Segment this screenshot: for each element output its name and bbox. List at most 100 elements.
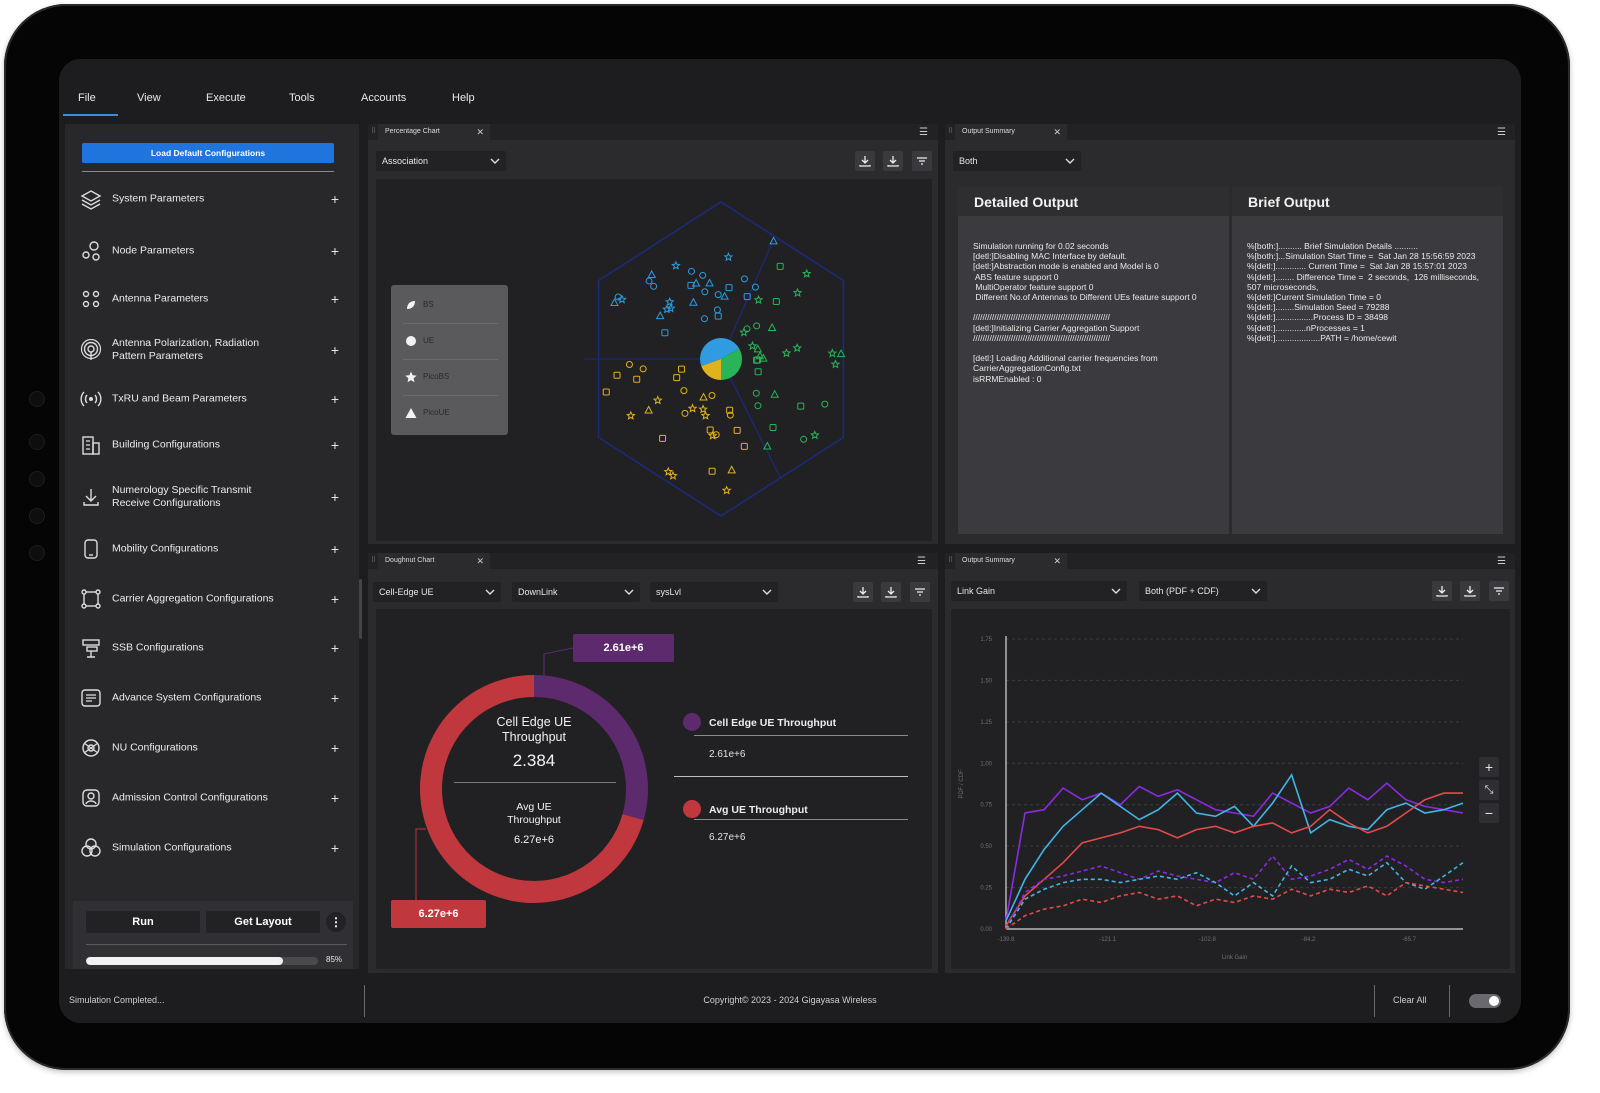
- distribution-select[interactable]: Both (PDF + CDF): [1139, 581, 1267, 601]
- legend-item-picoue[interactable]: PicoUE: [403, 395, 498, 431]
- sidebar-item-txru-and-beam-parameters[interactable]: TxRU and Beam Parameters +: [75, 384, 345, 414]
- panel-menu-icon[interactable]: ☰: [919, 127, 928, 138]
- node-marker-circle: [687, 267, 695, 275]
- circles-icon: [81, 838, 101, 857]
- download-data-button[interactable]: [883, 151, 903, 171]
- sidebar-item-admission-control-configurations[interactable]: Admission Control Configurations +: [75, 783, 345, 813]
- clear-all-button[interactable]: Clear All: [1393, 995, 1427, 1005]
- zoom-in-button[interactable]: +: [1479, 757, 1499, 777]
- drag-handle-icon[interactable]: ⠿: [371, 128, 377, 135]
- sidebar-item-label: TxRU and Beam Parameters: [112, 392, 247, 405]
- tab-output-summary[interactable]: Output Summary ✕: [955, 124, 1067, 140]
- expand-plus-icon[interactable]: +: [330, 243, 339, 259]
- panel-menu-icon[interactable]: ☰: [917, 556, 926, 567]
- sidebar-item-numerology-specific-transmit-receive-configurations[interactable]: Numerology Specific Transmit Receive Con…: [75, 482, 345, 512]
- device-dot: [29, 391, 45, 407]
- close-tab-icon[interactable]: ✕: [1053, 556, 1061, 566]
- get-layout-button[interactable]: Get Layout: [206, 911, 320, 933]
- legend-item-bs[interactable]: BS: [403, 287, 498, 324]
- menu-tools[interactable]: Tools: [289, 92, 315, 104]
- node-marker-square: [754, 368, 762, 376]
- panel-menu-icon[interactable]: ☰: [1497, 127, 1506, 138]
- sidebar-item-node-parameters[interactable]: Node Parameters +: [75, 236, 345, 266]
- expand-plus-icon[interactable]: +: [330, 840, 339, 856]
- expand-plus-icon[interactable]: +: [330, 690, 339, 706]
- sidebar-item-building-configurations[interactable]: Building Configurations +: [75, 430, 345, 460]
- expand-plus-icon[interactable]: +: [330, 790, 339, 806]
- level-select[interactable]: sysLvl: [650, 582, 778, 602]
- filter-button[interactable]: [1489, 581, 1509, 601]
- filter-icon: [1494, 587, 1504, 595]
- close-tab-icon[interactable]: ✕: [476, 127, 484, 137]
- expand-plus-icon[interactable]: +: [330, 541, 339, 557]
- filter-button[interactable]: [912, 151, 932, 171]
- sidebar-item-mobility-configurations[interactable]: Mobility Configurations +: [75, 534, 345, 564]
- legend-value-avg: 6.27e+6: [709, 832, 746, 843]
- sidebar-item-advance-system-configurations[interactable]: Advance System Configurations +: [75, 683, 345, 713]
- expand-plus-icon[interactable]: +: [330, 437, 339, 453]
- association-select[interactable]: Association: [376, 151, 506, 171]
- legend-item-ue[interactable]: UE: [403, 323, 498, 360]
- sidebar-item-antenna-parameters[interactable]: Antenna Parameters +: [75, 284, 345, 314]
- expand-plus-icon[interactable]: +: [330, 591, 339, 607]
- panel-menu-icon[interactable]: ☰: [1497, 556, 1506, 567]
- tab-strip: [945, 553, 1515, 569]
- node-marker-triangle: [720, 291, 729, 300]
- node-marker-star: [687, 403, 698, 413]
- sidebar-item-simulation-configurations[interactable]: Simulation Configurations +: [75, 833, 345, 863]
- sidebar-item-carrier-aggregation-configurations[interactable]: Carrier Aggregation Configurations +: [75, 584, 345, 614]
- download-image-button[interactable]: [853, 582, 873, 602]
- doughnut-slice[interactable]: [533, 675, 648, 821]
- metric-select[interactable]: Link Gain: [951, 581, 1127, 601]
- output-mode-select[interactable]: Both: [953, 151, 1081, 171]
- aggregation-icon: [81, 589, 101, 609]
- menu-help[interactable]: Help: [452, 92, 475, 104]
- expand-plus-icon[interactable]: +: [330, 740, 339, 756]
- sidebar-item-antenna-polarization-radiation-pattern-parameters[interactable]: Antenna Polarization, Radiation Pattern …: [75, 335, 345, 365]
- node-marker-circle: [681, 409, 689, 417]
- drag-handle-icon[interactable]: ⠿: [948, 128, 954, 135]
- more-options-icon[interactable]: ⋮: [326, 912, 346, 932]
- download-data-button[interactable]: [1460, 581, 1480, 601]
- ue-type-select[interactable]: Cell-Edge UE: [373, 582, 501, 602]
- expand-plus-icon[interactable]: +: [330, 191, 339, 207]
- download-image-button[interactable]: [855, 151, 875, 171]
- sidebar-scrollbar[interactable]: [359, 579, 362, 639]
- expand-plus-icon[interactable]: +: [330, 489, 339, 505]
- tab-output-summary[interactable]: Output Summary ✕: [955, 553, 1067, 569]
- menu-file[interactable]: File: [78, 92, 96, 104]
- expand-plus-icon[interactable]: +: [330, 640, 339, 656]
- close-tab-icon[interactable]: ✕: [1053, 127, 1061, 137]
- menu-execute[interactable]: Execute: [206, 92, 246, 104]
- sidebar-item-system-parameters[interactable]: System Parameters +: [75, 184, 345, 214]
- run-button[interactable]: Run: [86, 911, 200, 933]
- close-tab-icon[interactable]: ✕: [476, 556, 484, 566]
- drag-handle-icon[interactable]: ⠿: [948, 557, 954, 564]
- center-value: 2.384: [512, 751, 556, 770]
- theme-toggle[interactable]: [1469, 994, 1501, 1008]
- filter-button[interactable]: [910, 582, 930, 602]
- zoom-reset-button[interactable]: ⤡: [1479, 780, 1499, 800]
- node-marker-triangle: [770, 389, 780, 398]
- sidebar-item-nu-configurations[interactable]: NU Configurations +: [75, 733, 345, 763]
- drag-handle-icon[interactable]: ⠿: [371, 557, 377, 564]
- line-chart-area: 0.00 0.25 0.50 0.75 1.00 1.25 1.50 1.75 -139.8 -1…: [951, 609, 1510, 969]
- association-pie-slice: [700, 337, 740, 367]
- download-data-button[interactable]: [881, 582, 901, 602]
- menu-view[interactable]: View: [137, 92, 161, 104]
- tab-doughnut-chart[interactable]: Doughnut Chart ✕: [378, 553, 490, 569]
- load-default-configurations-button[interactable]: Load Default Configurations: [82, 143, 334, 163]
- menu-accounts[interactable]: Accounts: [361, 92, 407, 104]
- download-image-button[interactable]: [1432, 581, 1452, 601]
- link-direction-select[interactable]: DownLink: [512, 582, 640, 602]
- expand-plus-icon[interactable]: +: [330, 291, 339, 307]
- expand-plus-icon[interactable]: +: [330, 391, 339, 407]
- node-marker-star: [700, 410, 711, 420]
- legend-item-picobs[interactable]: PicoBS: [403, 359, 498, 396]
- sidebar-item-ssb-configurations[interactable]: SSB Configurations +: [75, 633, 345, 663]
- tab-percentage-chart[interactable]: Percentage Chart ✕: [378, 124, 490, 140]
- zoom-out-button[interactable]: −: [1479, 803, 1499, 823]
- expand-plus-icon[interactable]: +: [330, 342, 339, 358]
- doughnut-slice[interactable]: [420, 675, 644, 903]
- node-marker-square: [714, 312, 722, 320]
